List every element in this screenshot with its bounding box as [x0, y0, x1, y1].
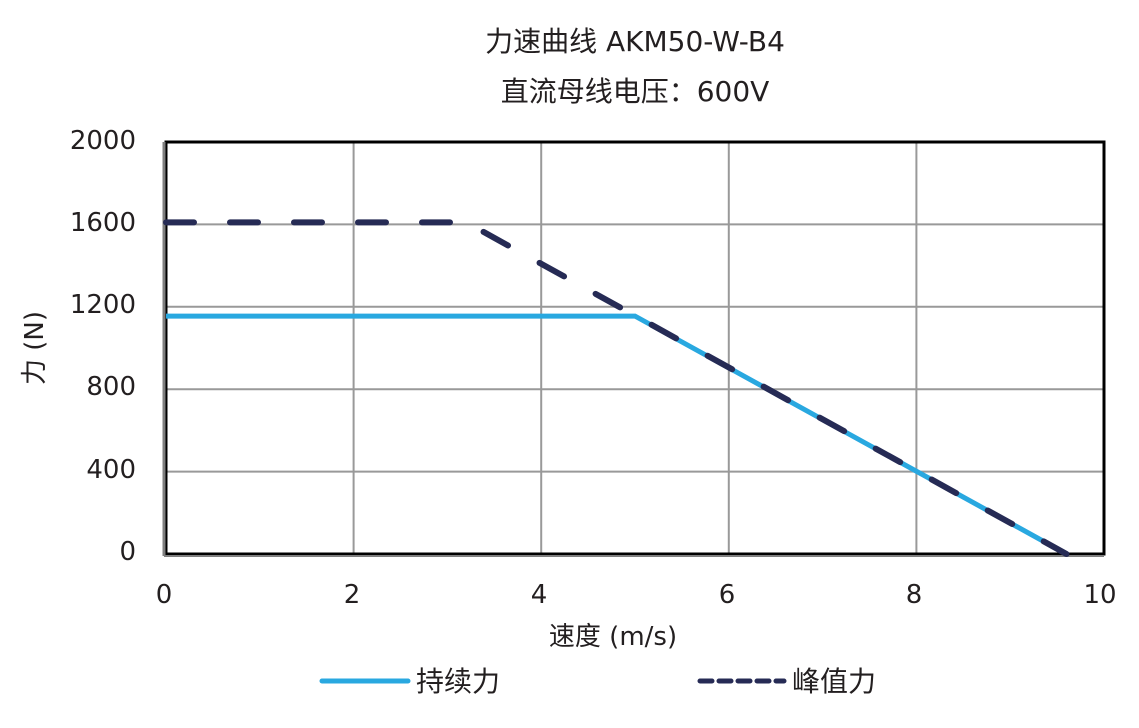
y-tick-1200: 1200 [69, 290, 136, 320]
series-peak-force [163, 219, 1070, 557]
x-tick-2: 2 [343, 580, 361, 610]
legend-label-peak: 峰值力 [792, 665, 877, 698]
chart-subtitle: 直流母线电压：600V [500, 75, 770, 108]
series-continuous-force [166, 313, 1068, 557]
y-axis-label: 力 (N) [20, 310, 50, 385]
x-tick-8: 8 [905, 580, 923, 610]
legend-continuous-force: 持续力 [416, 660, 500, 700]
gridlines [165, 141, 1105, 555]
y-tick-1600: 1600 [69, 208, 136, 238]
x-tick-10: 10 [1083, 580, 1117, 610]
chart-title: 力速曲线 AKM50-W-B4 [485, 25, 785, 58]
legend-peak-force: 峰值力 [792, 660, 876, 700]
x-tick-6: 6 [718, 580, 736, 610]
plot-frame [164, 140, 1106, 556]
y-tick-400: 400 [86, 455, 136, 485]
x-tick-0: 0 [155, 580, 173, 610]
y-tick-2000: 2000 [69, 126, 136, 156]
y-tick-0: 0 [119, 537, 136, 567]
legend-label-continuous: 持续力 [416, 665, 501, 698]
x-axis-label: 速度 (m/s) [548, 622, 678, 652]
x-tick-4: 4 [530, 580, 548, 610]
y-tick-800: 800 [86, 372, 136, 402]
